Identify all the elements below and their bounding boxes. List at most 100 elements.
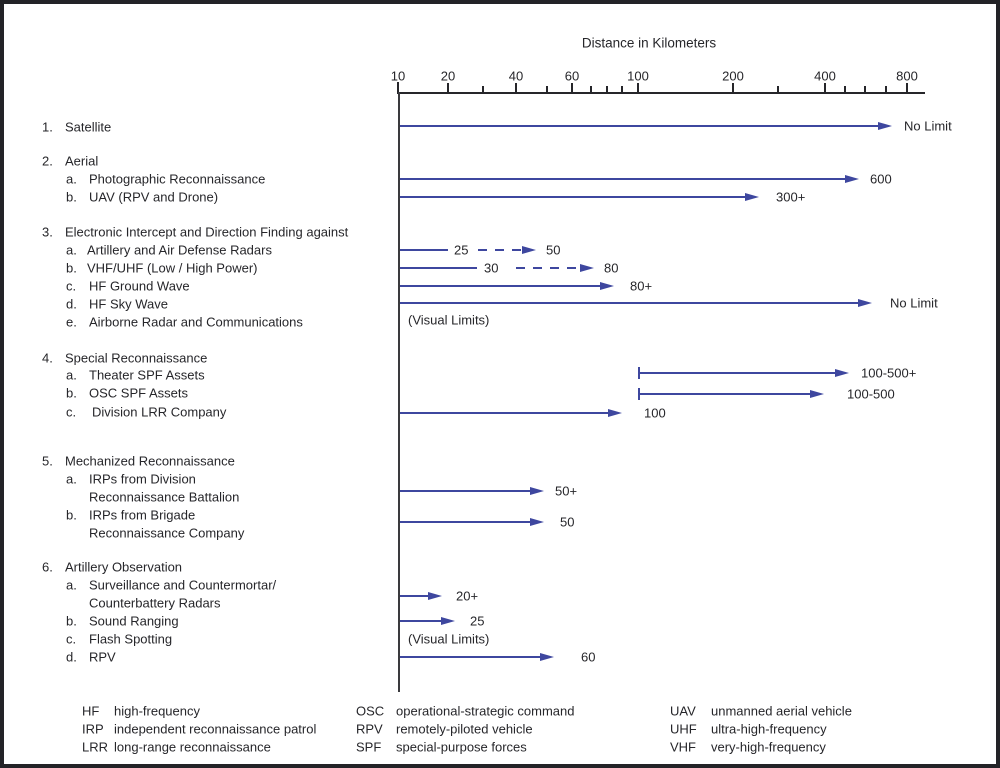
axis-tick-major bbox=[397, 82, 399, 92]
tick-label-200: 200 bbox=[722, 68, 744, 84]
item-3e-label: Airborne Radar and Communications bbox=[89, 314, 303, 330]
axis-tick-major bbox=[824, 83, 826, 92]
value-hf-sky: No Limit bbox=[890, 295, 938, 311]
section-1-title: Satellite bbox=[65, 119, 112, 135]
range-start-cap bbox=[638, 388, 640, 400]
glossary-abbr-rpv: RPV bbox=[356, 721, 383, 737]
tick-label-100: 100 bbox=[627, 68, 649, 84]
item-3c-letter: c. bbox=[66, 278, 77, 294]
section-2-title: Aerial bbox=[65, 153, 99, 169]
axis-tick-minor bbox=[606, 86, 608, 92]
item-4a-label: Theater SPF Assets bbox=[89, 367, 205, 383]
glossary-def-vhf: very-high-frequency bbox=[711, 739, 826, 755]
item-6a-letter: a. bbox=[66, 577, 77, 593]
value-division-lrr: 100 bbox=[644, 405, 666, 421]
section-4-title: Special Reconnaissance bbox=[65, 350, 208, 366]
axis-tick-major bbox=[637, 83, 639, 92]
x-axis-line bbox=[397, 92, 925, 94]
value-vhf-uhf-mid: 30 bbox=[484, 260, 499, 276]
section-3-number: 3. bbox=[42, 224, 53, 240]
section-5-title: Mechanized Reconnaissance bbox=[65, 453, 235, 469]
arrowhead-icon bbox=[441, 617, 455, 625]
section-1-number: 1. bbox=[42, 119, 53, 135]
item-6c-label: Flash Spotting bbox=[89, 631, 173, 647]
arrow-photo-recon bbox=[400, 175, 859, 183]
arrow-uav bbox=[400, 193, 759, 201]
arrowhead-icon bbox=[845, 175, 859, 183]
glossary-abbr-lrr: LRR bbox=[82, 739, 109, 755]
section-4-number: 4. bbox=[42, 350, 53, 366]
arrowhead-icon bbox=[835, 369, 849, 377]
item-6a-label: Surveillance and Countermortar/ bbox=[89, 577, 277, 593]
value-irp-division: 50+ bbox=[555, 483, 578, 499]
arrow-osc-spf bbox=[638, 388, 824, 400]
glossary-def-hf: high-frequency bbox=[114, 703, 200, 719]
arrow-hf-ground bbox=[400, 282, 614, 290]
value-photo-recon: 600 bbox=[870, 171, 892, 187]
item-4b-letter: b. bbox=[66, 385, 77, 401]
section-5-number: 5. bbox=[42, 453, 53, 469]
value-irp-brigade: 50 bbox=[560, 514, 575, 530]
arrow-hf-sky bbox=[400, 299, 872, 307]
item-3a-label: Artillery and Air Defense Radars bbox=[87, 242, 272, 258]
value-hf-ground: 80+ bbox=[630, 278, 653, 294]
item-5a-letter: a. bbox=[66, 471, 77, 487]
arrow-division-lrr bbox=[400, 409, 622, 417]
item-6d-label: RPV bbox=[89, 649, 116, 665]
item-3c-label: HF Ground Wave bbox=[89, 278, 190, 294]
glossary-abbr-vhf: VHF bbox=[670, 739, 696, 755]
item-5a-label: IRPs from Division bbox=[89, 471, 196, 487]
section-6-number: 6. bbox=[42, 559, 53, 575]
item-2b-label: UAV (RPV and Drone) bbox=[89, 189, 219, 205]
item-2a-letter: a. bbox=[66, 171, 77, 187]
arrowhead-icon bbox=[810, 390, 824, 398]
item-4c-label: Division LRR Company bbox=[92, 404, 227, 420]
axis-tick-major bbox=[732, 83, 734, 92]
value-osc-spf: 100-500 bbox=[847, 386, 895, 402]
axis-tick-minor bbox=[482, 86, 484, 92]
item-3a-letter: a. bbox=[66, 242, 77, 258]
value-airborne-visual-limits: (Visual Limits) bbox=[408, 312, 490, 328]
value-satellite: No Limit bbox=[904, 118, 952, 134]
value-artillery-radars-mid: 25 bbox=[454, 242, 469, 258]
axis-tick-minor bbox=[621, 86, 623, 92]
glossary-abbr-spf: SPF bbox=[356, 739, 382, 755]
arrowhead-icon bbox=[540, 653, 554, 661]
axis-tick-minor bbox=[864, 86, 866, 92]
glossary-def-irp: independent reconnaissance patrol bbox=[114, 721, 317, 737]
section-6-title: Artillery Observation bbox=[65, 559, 183, 575]
item-3e-letter: e. bbox=[66, 314, 77, 330]
arrow-theater-spf bbox=[638, 367, 849, 379]
axis-tick-minor bbox=[844, 86, 846, 92]
section-3-title: Electronic Intercept and Direction Findi… bbox=[65, 224, 349, 240]
axis-tick-minor bbox=[546, 86, 548, 92]
item-2b-letter: b. bbox=[66, 189, 77, 205]
item-4a-letter: a. bbox=[66, 367, 77, 383]
arrow-vhf-uhf-dashed bbox=[516, 264, 594, 272]
item-3d-letter: d. bbox=[66, 296, 77, 312]
arrowhead-icon bbox=[878, 122, 892, 130]
section-2-number: 2. bbox=[42, 153, 53, 169]
item-3b-label: VHF/UHF (Low / High Power) bbox=[87, 260, 258, 276]
value-countermortar: 20+ bbox=[456, 588, 479, 604]
item-6c-letter: c. bbox=[66, 631, 77, 647]
axis-title: Distance in Kilometers bbox=[581, 35, 717, 51]
item-5b-label-line2: Reconnaissance Company bbox=[89, 525, 245, 541]
item-6b-label: Sound Ranging bbox=[89, 613, 179, 629]
glossary-abbr-osc: OSC bbox=[356, 703, 385, 719]
arrowhead-icon bbox=[530, 518, 544, 526]
arrow-irp-division bbox=[400, 487, 544, 495]
item-6a-label-line2: Counterbattery Radars bbox=[89, 595, 221, 611]
arrow-countermortar bbox=[400, 592, 442, 600]
value-flash-spotting-visual-limits: (Visual Limits) bbox=[408, 631, 490, 647]
arrow-sound-ranging bbox=[400, 617, 455, 625]
item-2a-label: Photographic Reconnaissance bbox=[89, 171, 266, 187]
value-uav: 300+ bbox=[776, 189, 806, 205]
axis-tick-major bbox=[906, 83, 908, 92]
tick-label-10: 10 bbox=[390, 68, 406, 84]
glossary-def-uhf: ultra-high-frequency bbox=[711, 721, 827, 737]
tick-label-60: 60 bbox=[564, 68, 580, 84]
glossary-def-rpv: remotely-piloted vehicle bbox=[396, 721, 533, 737]
arrowhead-icon bbox=[580, 264, 594, 272]
